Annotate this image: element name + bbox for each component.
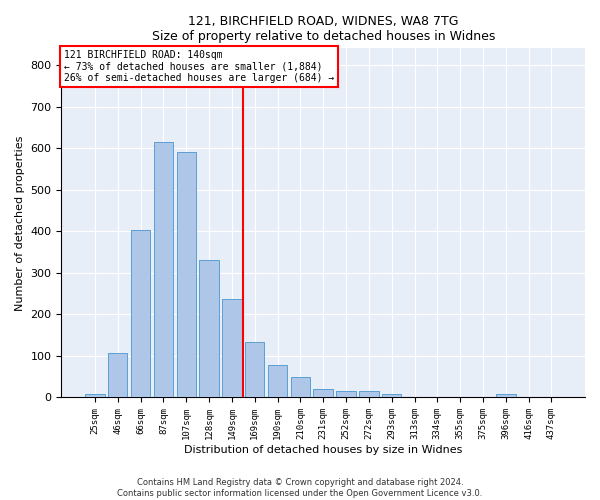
Bar bbox=[268, 366, 287, 398]
Bar bbox=[85, 394, 104, 398]
Bar bbox=[359, 391, 379, 398]
Y-axis label: Number of detached properties: Number of detached properties bbox=[15, 135, 25, 310]
Bar bbox=[382, 394, 401, 398]
Bar bbox=[245, 342, 265, 398]
Bar bbox=[290, 376, 310, 398]
Bar bbox=[496, 394, 515, 398]
Bar bbox=[131, 230, 150, 398]
Bar bbox=[337, 391, 356, 398]
Bar bbox=[176, 152, 196, 398]
X-axis label: Distribution of detached houses by size in Widnes: Distribution of detached houses by size … bbox=[184, 445, 463, 455]
Bar bbox=[199, 260, 219, 398]
Text: 121 BIRCHFIELD ROAD: 140sqm
← 73% of detached houses are smaller (1,884)
26% of : 121 BIRCHFIELD ROAD: 140sqm ← 73% of det… bbox=[64, 50, 334, 84]
Text: Contains HM Land Registry data © Crown copyright and database right 2024.
Contai: Contains HM Land Registry data © Crown c… bbox=[118, 478, 482, 498]
Title: 121, BIRCHFIELD ROAD, WIDNES, WA8 7TG
Size of property relative to detached hous: 121, BIRCHFIELD ROAD, WIDNES, WA8 7TG Si… bbox=[152, 15, 495, 43]
Bar bbox=[313, 389, 333, 398]
Bar bbox=[154, 142, 173, 398]
Bar bbox=[108, 353, 127, 398]
Bar bbox=[222, 298, 242, 398]
